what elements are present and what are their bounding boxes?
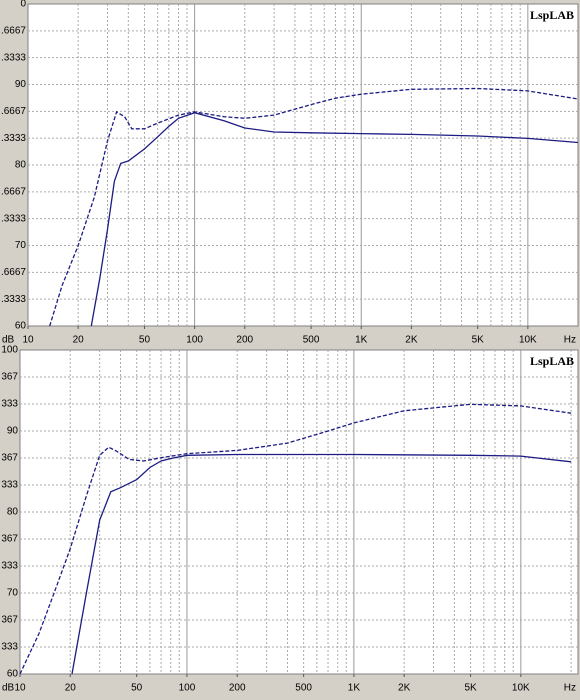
series-line: [90, 112, 579, 327]
x-tick-label: 200: [236, 335, 253, 346]
x-tick-label: 20: [73, 335, 85, 346]
watermark: LspLAB: [530, 8, 574, 22]
y-tick-label: .3333: [1, 133, 26, 144]
plot-area: [19, 349, 579, 675]
x-tick-label: 10: [14, 683, 26, 694]
x-unit-label: Hz: [564, 335, 576, 346]
y-tick-label: .6667: [1, 106, 26, 117]
x-tick-label: 100: [179, 683, 196, 694]
x-tick-label: 50: [131, 683, 143, 694]
x-tick-label: 5K: [464, 683, 477, 694]
y-tick-label: 367: [1, 615, 18, 626]
y-tick-label: 0: [20, 0, 26, 10]
y-tick-label: 333: [1, 480, 18, 491]
x-tick-label: 2K: [405, 335, 418, 346]
y-tick-label: .3333: [1, 294, 26, 305]
y-tick-label: .6667: [1, 186, 26, 197]
x-tick-label: 500: [295, 683, 312, 694]
y-tick-label: .6667: [1, 267, 26, 278]
y-tick-label: 367: [1, 372, 18, 383]
x-tick-label: 20: [65, 683, 77, 694]
y-tick-label: .3333: [1, 213, 26, 224]
x-tick-label: 1K: [355, 335, 368, 346]
y-unit-label: dB: [2, 683, 15, 694]
y-tick-label: 90: [15, 79, 27, 90]
y-tick-label: 100: [1, 345, 18, 356]
y-tick-label: 367: [1, 534, 18, 545]
y-tick-label: 333: [1, 642, 18, 653]
y-tick-label: 60: [15, 321, 27, 332]
x-tick-label: 2K: [398, 683, 411, 694]
plot-area: [27, 3, 579, 327]
series-line: [19, 403, 572, 675]
x-tick-label: 200: [229, 683, 246, 694]
y-tick-label: 70: [15, 240, 27, 251]
y-tick-label: 70: [7, 588, 19, 599]
series-line: [71, 453, 572, 675]
x-tick-label: 500: [303, 335, 320, 346]
watermark: LspLAB: [530, 354, 574, 368]
y-tick-label: 60: [7, 669, 19, 680]
y-tick-label: 80: [7, 507, 19, 518]
y-tick-label: 80: [15, 160, 27, 171]
x-tick-label: 10K: [519, 335, 537, 346]
series-line: [49, 87, 579, 327]
y-tick-label: .3333: [1, 52, 26, 63]
x-tick-label: 10: [22, 335, 34, 346]
x-unit-label: Hz: [564, 683, 576, 694]
x-tick-label: 5K: [472, 335, 485, 346]
y-unit-label: dB: [2, 335, 15, 346]
y-tick-label: 333: [1, 561, 18, 572]
x-tick-label: 100: [186, 335, 203, 346]
y-tick-label: 367: [1, 453, 18, 464]
y-tick-label: .6667: [1, 25, 26, 36]
x-tick-label: 50: [139, 335, 151, 346]
x-tick-label: 10K: [512, 683, 530, 694]
y-tick-label: 90: [7, 426, 19, 437]
y-tick-label: 333: [1, 399, 18, 410]
x-tick-label: 1K: [348, 683, 361, 694]
